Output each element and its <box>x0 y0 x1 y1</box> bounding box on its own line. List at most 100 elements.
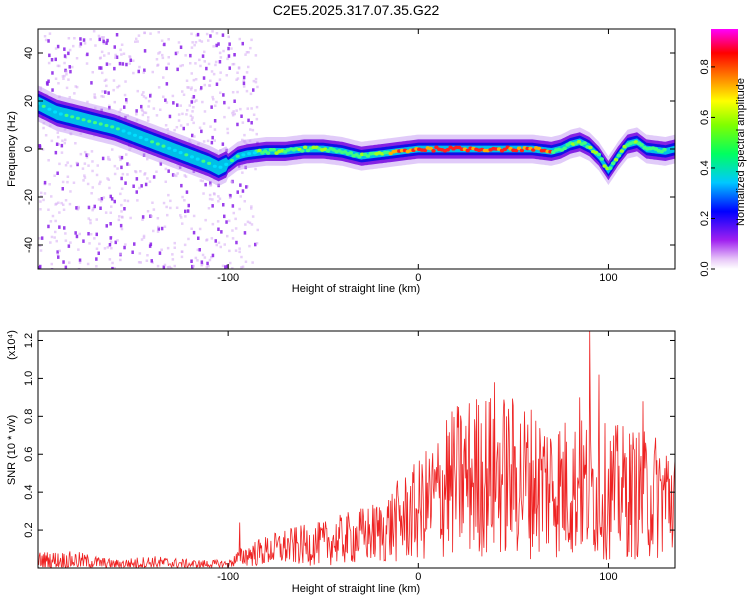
spectrogram-speckle <box>199 64 202 68</box>
spectrogram-speckle <box>234 217 237 221</box>
ridge-peak <box>611 161 616 166</box>
spectrogram-speckle <box>198 126 202 129</box>
ridge-peak <box>75 116 80 120</box>
spectrogram-speckle <box>169 199 172 203</box>
spectrogram-speckle <box>119 158 122 162</box>
spectrogram-speckle <box>181 64 184 67</box>
spectrogram-speckle <box>202 192 205 195</box>
spectrogram-speckle <box>177 41 181 44</box>
spectrogram-speckle <box>95 265 98 268</box>
spectrogram-speckle <box>102 196 106 199</box>
spectrogram-speckle <box>198 39 201 42</box>
spectrogram-speckle <box>110 197 114 201</box>
ridge-peak <box>87 119 92 123</box>
spectrogram-speckle <box>218 51 222 55</box>
spectrogram-speckle <box>116 167 119 170</box>
spectrogram-speckle <box>241 189 245 193</box>
spectrogram-speckle <box>50 58 54 62</box>
spectrogram-speckle <box>181 90 184 93</box>
spectrogram-speckle <box>179 104 182 107</box>
spectrogram-speckle <box>241 121 245 124</box>
spectrogram-speckle <box>187 237 190 241</box>
spectrogram-speckle <box>118 215 121 218</box>
spectrogram-speckle <box>186 86 189 89</box>
spectrogram-speckle <box>118 61 122 66</box>
spectrogram-speckle <box>156 64 159 67</box>
spectrogram-speckle <box>179 214 182 217</box>
ridge-peak <box>562 146 567 150</box>
spectrogram-speckle <box>190 259 193 263</box>
spectrogram-speckle <box>98 37 101 42</box>
ridge-peak <box>608 166 613 170</box>
colorbar-tick-label: 0.2 <box>699 211 711 226</box>
ridge-peak <box>247 152 252 156</box>
spectrogram-speckle <box>152 175 156 179</box>
spectrogram-speckle <box>120 53 123 56</box>
spectrogram-speckle <box>167 56 170 59</box>
spectrogram-speckle <box>54 203 57 206</box>
spectrogram-speckle <box>119 108 123 111</box>
spectrogram-speckle <box>50 262 53 266</box>
spectrogram-speckle <box>68 261 71 264</box>
spectrogram-x-tick-label: 0 <box>415 272 421 284</box>
spectrogram-speckle <box>199 179 203 182</box>
spectrogram-speckle <box>125 153 128 156</box>
spectrogram-speckle <box>120 187 124 190</box>
spectrogram-speckle <box>192 78 196 82</box>
spectrogram-speckle <box>51 88 54 92</box>
spectrogram-speckle <box>128 163 131 166</box>
spectrogram-speckle <box>215 82 219 86</box>
spectrogram-speckle <box>160 248 163 251</box>
spectrogram-speckle <box>156 217 160 220</box>
spectrogram-y-tick-label: -20 <box>23 189 35 205</box>
spectrogram-speckle <box>41 148 45 151</box>
spectrogram-speckle <box>254 242 257 247</box>
spectrogram-speckle <box>56 250 59 254</box>
spectrogram-speckle <box>135 109 138 113</box>
spectrogram-speckle <box>128 55 131 58</box>
spectrogram-speckle <box>221 142 225 146</box>
spectrogram-speckle <box>109 240 113 244</box>
spectrogram-speckle <box>251 261 254 264</box>
spectrogram-speckle <box>144 96 148 100</box>
ridge-peak <box>502 147 507 152</box>
spectrogram-speckle <box>171 173 175 177</box>
spectrogram-speckle <box>227 35 230 39</box>
spectrogram-speckle <box>244 53 247 56</box>
spectrogram-speckle <box>255 105 259 109</box>
spectrogram-speckle <box>203 110 207 113</box>
spectrogram-speckle <box>141 218 144 221</box>
spectrogram-speckle <box>104 90 107 94</box>
spectrogram-speckle <box>140 238 144 241</box>
spectrogram-speckle <box>144 111 148 115</box>
spectrogram-speckle <box>157 86 161 89</box>
spectrogram-speckle <box>85 156 89 159</box>
spectrogram-speckle <box>76 162 79 167</box>
spectrogram-speckle <box>100 66 103 70</box>
spectrogram-speckle <box>54 47 58 50</box>
spectrogram-speckle <box>217 200 220 203</box>
spectrogram-speckle <box>119 192 122 196</box>
spectrogram-speckle <box>121 62 125 66</box>
spectrogram-speckle <box>142 91 145 94</box>
spectrogram-speckle <box>254 80 258 84</box>
spectrogram-speckle <box>236 77 240 80</box>
spectrogram-speckle <box>250 223 254 226</box>
spectrogram-speckle <box>162 201 166 205</box>
spectrogram-speckle <box>195 99 198 102</box>
spectrogram-speckle <box>65 73 68 76</box>
spectrogram-speckle <box>113 100 116 104</box>
spectrogram-speckle <box>61 139 64 142</box>
spectrogram-speckle <box>83 162 87 165</box>
spectrogram-speckle <box>227 54 231 58</box>
ridge-peak <box>155 142 160 146</box>
spectrogram-speckle <box>205 66 208 71</box>
spectrogram-speckle <box>180 250 184 253</box>
spectrogram-speckle <box>207 39 210 42</box>
spectrogram-speckle <box>108 104 111 108</box>
spectrogram-speckle <box>185 190 189 194</box>
spectrogram-speckle <box>157 31 160 34</box>
spectrogram-speckle <box>206 139 210 143</box>
spectrogram-speckle <box>83 176 87 179</box>
spectrogram-speckle <box>137 261 141 264</box>
